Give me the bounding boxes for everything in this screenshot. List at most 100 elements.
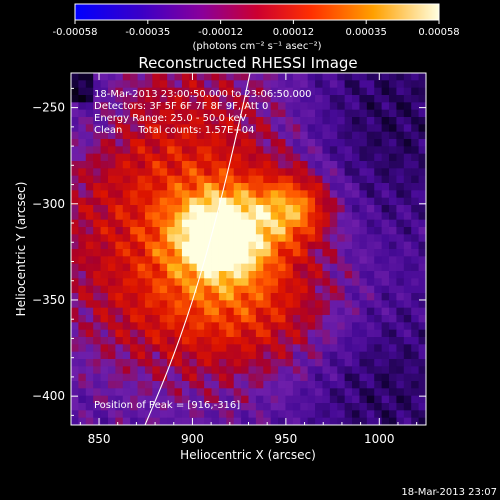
heatmap-pixel bbox=[204, 205, 212, 213]
heatmap-pixel bbox=[329, 87, 338, 96]
heatmap-pixel bbox=[285, 153, 294, 162]
heatmap-pixel bbox=[144, 329, 153, 338]
heatmap-pixel bbox=[144, 175, 153, 184]
heatmap-pixel bbox=[167, 234, 175, 243]
heatmap-pixel bbox=[389, 249, 397, 257]
heatmap-pixel bbox=[218, 307, 227, 316]
heatmap-pixel bbox=[233, 403, 242, 411]
heatmap-pixel bbox=[159, 124, 168, 133]
heatmap-pixel bbox=[226, 73, 235, 81]
heatmap-pixel bbox=[366, 366, 375, 375]
heatmap-pixel bbox=[159, 410, 168, 419]
heatmap-pixel bbox=[196, 131, 205, 140]
heatmap-pixel bbox=[196, 329, 205, 338]
heatmap-pixel bbox=[292, 337, 301, 345]
heatmap-pixel bbox=[337, 161, 346, 169]
heatmap-pixel bbox=[71, 234, 79, 243]
heatmap-pixel bbox=[115, 73, 124, 81]
heatmap-pixel bbox=[130, 95, 138, 103]
heatmap-pixel bbox=[248, 388, 257, 397]
heatmap-pixel bbox=[381, 381, 390, 389]
heatmap-pixel bbox=[270, 168, 279, 177]
heatmap-pixel bbox=[411, 117, 420, 125]
heatmap-pixel bbox=[322, 307, 331, 316]
heatmap-pixel bbox=[241, 227, 249, 235]
heatmap-pixel bbox=[366, 102, 375, 111]
heatmap-pixel bbox=[374, 263, 383, 272]
heatmap-pixel bbox=[411, 109, 420, 118]
heatmap-pixel bbox=[196, 366, 205, 375]
heatmap-pixel bbox=[233, 395, 242, 404]
heatmap-pixel bbox=[189, 212, 198, 221]
heatmap-pixel bbox=[389, 241, 397, 250]
heatmap-pixel bbox=[270, 381, 279, 389]
heatmap-pixel bbox=[211, 395, 220, 404]
heatmap-pixel bbox=[93, 249, 101, 257]
heatmap-pixel bbox=[107, 359, 116, 367]
heatmap-pixel bbox=[122, 161, 131, 169]
heatmap-pixel bbox=[278, 307, 286, 316]
heatmap-pixel bbox=[152, 190, 161, 199]
heatmap-pixel bbox=[167, 322, 175, 331]
heatmap-pixel bbox=[204, 197, 212, 206]
heatmap-pixel bbox=[218, 300, 227, 309]
heatmap-pixel bbox=[248, 403, 257, 411]
heatmap-pixel bbox=[278, 293, 286, 301]
heatmap-pixel bbox=[374, 344, 383, 353]
heatmap-pixel bbox=[159, 95, 168, 103]
heatmap-pixel bbox=[315, 219, 323, 228]
heatmap-pixel bbox=[285, 117, 294, 125]
heatmap-pixel bbox=[344, 381, 353, 389]
heatmap-pixel bbox=[315, 212, 323, 221]
heatmap-pixel bbox=[418, 395, 426, 404]
heatmap-pixel bbox=[152, 212, 161, 221]
heatmap-pixel bbox=[352, 190, 360, 199]
heatmap-pixel bbox=[248, 80, 257, 89]
heatmap-pixel bbox=[107, 241, 116, 250]
heatmap-pixel bbox=[226, 388, 235, 397]
heatmap-pixel bbox=[418, 293, 426, 301]
heatmap-pixel bbox=[418, 307, 426, 316]
heatmap-pixel bbox=[300, 87, 309, 96]
heatmap-pixel bbox=[211, 256, 220, 265]
heatmap-pixel bbox=[285, 227, 294, 235]
heatmap-pixel bbox=[107, 315, 116, 323]
heatmap-pixel bbox=[337, 322, 346, 331]
heatmap-pixel bbox=[196, 381, 205, 389]
heatmap-pixel bbox=[233, 131, 242, 140]
heatmap-pixel bbox=[144, 205, 153, 213]
heatmap-pixel bbox=[389, 373, 397, 382]
heatmap-pixel bbox=[85, 410, 94, 419]
heatmap-pixel bbox=[115, 153, 124, 162]
heatmap-pixel bbox=[71, 249, 79, 257]
heatmap-pixel bbox=[389, 146, 397, 155]
heatmap-pixel bbox=[366, 241, 375, 250]
heatmap-pixel bbox=[418, 300, 426, 309]
heatmap-pixel bbox=[300, 307, 309, 316]
heatmap-pixel bbox=[248, 307, 257, 316]
heatmap-pixel bbox=[85, 212, 94, 221]
heatmap-pixel bbox=[130, 197, 138, 206]
heatmap-pixel bbox=[78, 234, 87, 243]
heatmap-pixel bbox=[130, 146, 138, 155]
heatmap-pixel bbox=[403, 256, 412, 265]
heatmap-pixel bbox=[226, 131, 235, 140]
heatmap-pixel bbox=[226, 300, 235, 309]
heatmap-pixel bbox=[137, 183, 146, 191]
heatmap-pixel bbox=[329, 102, 338, 111]
heatmap-pixel bbox=[411, 403, 420, 411]
heatmap-pixel bbox=[396, 329, 405, 338]
heatmap-pixel bbox=[248, 285, 257, 294]
heatmap-pixel bbox=[255, 300, 264, 309]
heatmap-pixel bbox=[107, 168, 116, 177]
heatmap-pixel bbox=[359, 410, 368, 419]
heatmap-pixel bbox=[322, 95, 331, 103]
heatmap-pixel bbox=[418, 249, 426, 257]
heatmap-pixel bbox=[389, 124, 397, 133]
heatmap-pixel bbox=[137, 205, 146, 213]
heatmap-pixel bbox=[255, 329, 264, 338]
heatmap-pixel bbox=[411, 271, 420, 279]
heatmap-pixel bbox=[144, 300, 153, 309]
heatmap-pixel bbox=[130, 139, 138, 147]
heatmap-pixel bbox=[167, 395, 175, 404]
